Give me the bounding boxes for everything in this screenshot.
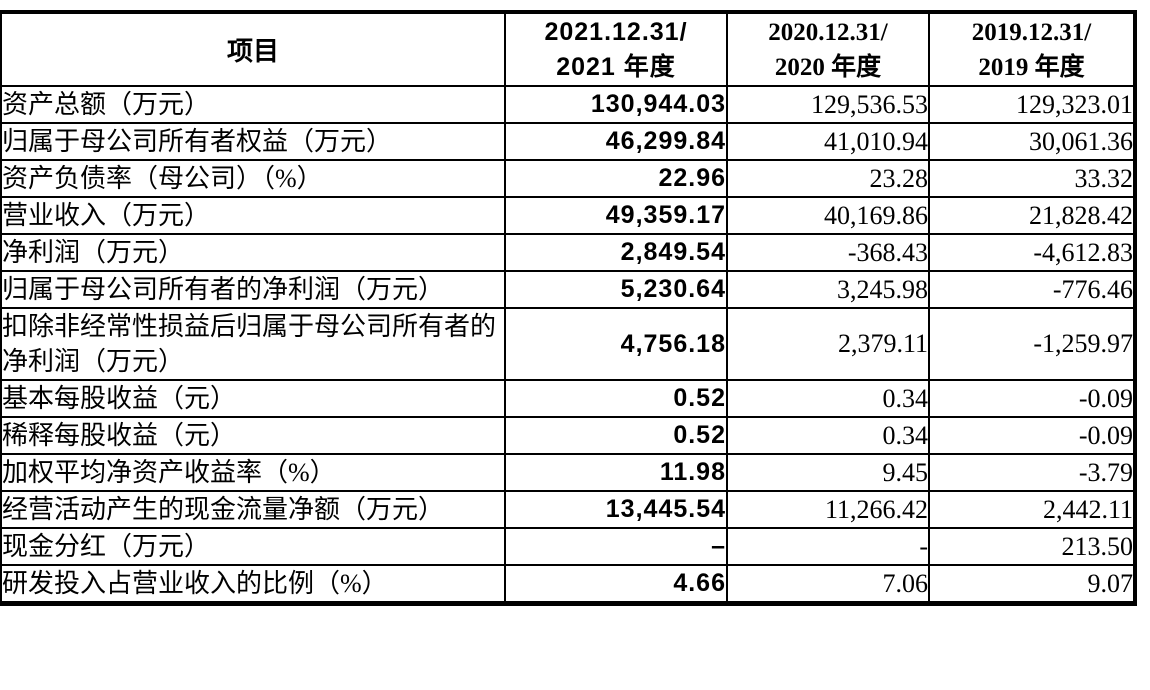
row-label: 经营活动产生的现金流量净额（万元）: [0, 490, 506, 529]
value-2020: 41,010.94: [726, 122, 930, 161]
value-2020: 7.06: [726, 564, 930, 605]
value-2020: 23.28: [726, 159, 930, 198]
value-2020: 9.45: [726, 453, 930, 492]
value-2021: 13,445.54: [504, 490, 728, 529]
row-label: 基本每股收益（元）: [0, 379, 506, 418]
value-2021: 0.52: [504, 379, 728, 418]
value-2020: 2,379.11: [726, 307, 930, 381]
table-row: 基本每股收益（元） 0.52 0.34 -0.09: [0, 379, 1136, 418]
row-label: 资产负债率（母公司）（%）: [0, 159, 506, 198]
row-label: 研发投入占营业收入的比例（%）: [0, 564, 506, 605]
value-2021: 46,299.84: [504, 122, 728, 161]
value-2020: 129,536.53: [726, 85, 930, 124]
table-row: 归属于母公司所有者权益（万元） 46,299.84 41,010.94 30,0…: [0, 122, 1136, 161]
value-2021: 49,359.17: [504, 196, 728, 235]
column-header-2021: 2021.12.31/ 2021 年度: [504, 11, 728, 87]
row-label: 现金分红（万元）: [0, 527, 506, 566]
value-2020: 0.34: [726, 416, 930, 455]
row-label: 扣除非经常性损益后归属于母公司所有者的净利润（万元）: [0, 307, 506, 381]
value-2021: 4.66: [504, 564, 728, 605]
table-row: 研发投入占营业收入的比例（%） 4.66 7.06 9.07: [0, 564, 1136, 605]
row-label: 净利润（万元）: [0, 233, 506, 272]
header-line-2: 2021 年度: [556, 52, 676, 81]
value-2019: -0.09: [928, 416, 1136, 455]
row-label: 营业收入（万元）: [0, 196, 506, 235]
row-label: 稀释每股收益（元）: [0, 416, 506, 455]
value-2021: 11.98: [504, 453, 728, 492]
table-row: 资产总额（万元） 130,944.03 129,536.53 129,323.0…: [0, 85, 1136, 124]
row-label: 资产总额（万元）: [0, 85, 506, 124]
row-label: 归属于母公司所有者权益（万元）: [0, 122, 506, 161]
value-2019: -776.46: [928, 270, 1136, 309]
table-row: 稀释每股收益（元） 0.52 0.34 -0.09: [0, 416, 1136, 455]
value-2020: 3,245.98: [726, 270, 930, 309]
table-row: 现金分红（万元） – - 213.50: [0, 527, 1136, 566]
header-line-2: 2019 年度: [978, 53, 1085, 81]
value-2021: 4,756.18: [504, 307, 728, 381]
table-row: 资产负债率（母公司）（%） 22.96 23.28 33.32: [0, 159, 1136, 198]
table-row: 净利润（万元） 2,849.54 -368.43 -4,612.83: [0, 233, 1136, 272]
value-2020: 11,266.42: [726, 490, 930, 529]
value-2020: 0.34: [726, 379, 930, 418]
value-2021: 5,230.64: [504, 270, 728, 309]
value-2019: 30,061.36: [928, 122, 1136, 161]
value-2020: -368.43: [726, 233, 930, 272]
row-label: 归属于母公司所有者的净利润（万元）: [0, 270, 506, 309]
column-header-2019: 2019.12.31/ 2019 年度: [928, 11, 1136, 87]
value-2019: -3.79: [928, 453, 1136, 492]
value-2021: 0.52: [504, 416, 728, 455]
column-header-item: 项目: [0, 11, 506, 87]
value-2021: 22.96: [504, 159, 728, 198]
financial-summary-table: 项目 2021.12.31/ 2021 年度 2020.12.31/ 2020 …: [0, 10, 1137, 606]
value-2019: 21,828.42: [928, 196, 1136, 235]
table-row: 扣除非经常性损益后归属于母公司所有者的净利润（万元） 4,756.18 2,37…: [0, 307, 1136, 381]
value-2020: -: [726, 527, 930, 566]
table-header-row: 项目 2021.12.31/ 2021 年度 2020.12.31/ 2020 …: [0, 11, 1136, 87]
header-line-2: 2020 年度: [774, 53, 882, 81]
value-2020: 40,169.86: [726, 196, 930, 235]
value-2021: 2,849.54: [504, 233, 728, 272]
value-2019: 213.50: [928, 527, 1136, 566]
table-row: 营业收入（万元） 49,359.17 40,169.86 21,828.42: [0, 196, 1136, 235]
column-header-2020: 2020.12.31/ 2020 年度: [726, 11, 930, 87]
value-2019: 2,442.11: [928, 490, 1136, 529]
value-2021: –: [504, 527, 728, 566]
value-2019: 9.07: [928, 564, 1136, 605]
header-line-1: 2019.12.31/: [971, 18, 1092, 46]
value-2019: -0.09: [928, 379, 1136, 418]
value-2019: 129,323.01: [928, 85, 1136, 124]
header-line-1: 2021.12.31/: [544, 17, 688, 46]
financial-summary-table-container: 项目 2021.12.31/ 2021 年度 2020.12.31/ 2020 …: [0, 10, 1137, 606]
table-row: 经营活动产生的现金流量净额（万元） 13,445.54 11,266.42 2,…: [0, 490, 1136, 529]
value-2019: 33.32: [928, 159, 1136, 198]
row-label: 加权平均净资产收益率（%）: [0, 453, 506, 492]
header-line-1: 2020.12.31/: [768, 18, 888, 46]
value-2019: -4,612.83: [928, 233, 1136, 272]
table-row: 归属于母公司所有者的净利润（万元） 5,230.64 3,245.98 -776…: [0, 270, 1136, 309]
value-2021: 130,944.03: [504, 85, 728, 124]
value-2019: -1,259.97: [928, 307, 1136, 381]
table-row: 加权平均净资产收益率（%） 11.98 9.45 -3.79: [0, 453, 1136, 492]
